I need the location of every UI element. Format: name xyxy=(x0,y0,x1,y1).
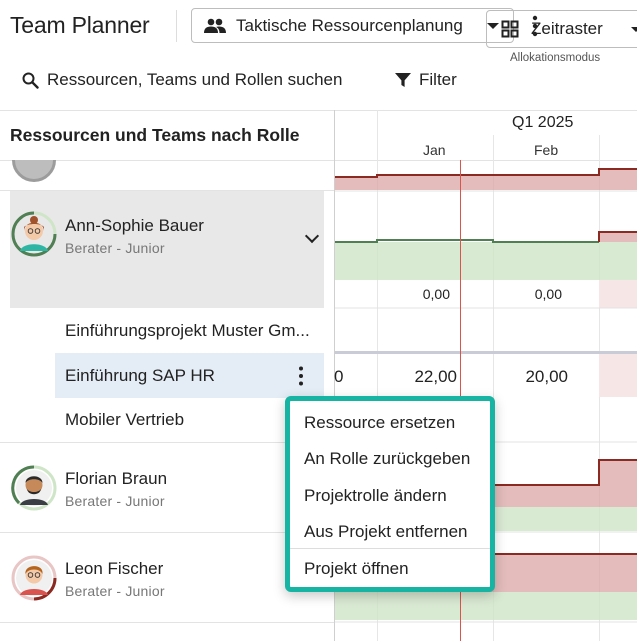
allocation-cell[interactable]: 20,00 xyxy=(525,367,568,386)
top-bar: Team Planner Taktische Ressourcenplanung xyxy=(0,0,637,52)
month-label-jan: Jan xyxy=(423,142,446,158)
over-allocation-area xyxy=(377,175,493,190)
app-title: Team Planner xyxy=(10,12,150,38)
over-allocation-area xyxy=(599,460,637,507)
resource-role: Berater - Junior xyxy=(65,240,165,256)
allocation-cell[interactable]: 22,00 xyxy=(414,367,457,386)
filter-icon xyxy=(395,73,411,87)
total-cell: 0,00 xyxy=(534,286,562,302)
search-button[interactable]: Ressourcen, Teams und Rollen suchen xyxy=(22,70,342,90)
project-name[interactable]: Einführung SAP HR xyxy=(65,366,215,385)
resource-name: Ann-Sophie Bauer xyxy=(65,216,204,235)
resource-role: Berater - Junior xyxy=(65,583,165,599)
month-label-feb: Feb xyxy=(534,142,559,158)
project-name[interactable]: Einführungsprojekt Muster Gm... xyxy=(65,321,310,340)
weekend-cell xyxy=(599,280,637,308)
total-cell: 0,00 xyxy=(422,286,450,302)
resource-name: Leon Fischer xyxy=(65,559,164,578)
context-menu: Ressource ersetzen An Rolle zurückgeben … xyxy=(285,396,495,592)
allocation-mode-value: Zeitraster xyxy=(531,19,603,38)
over-allocation-area xyxy=(335,177,377,190)
allocation-cell[interactable]: 0 xyxy=(334,367,344,386)
divider xyxy=(0,190,334,191)
weekend-cell xyxy=(599,354,637,397)
resource-row-selected[interactable] xyxy=(10,191,324,308)
allocation-mode-select[interactable]: Zeitraster xyxy=(486,10,637,48)
avatar xyxy=(11,211,57,257)
search-icon xyxy=(22,72,39,89)
search-label: Ressourcen, Teams und Rollen suchen xyxy=(47,70,343,89)
left-panel-header: Ressourcen und Teams nach Rolle xyxy=(10,125,300,145)
avatar xyxy=(11,465,57,511)
capacity-line xyxy=(335,239,599,243)
resource-role: Berater - Junior xyxy=(65,493,165,509)
project-row-separator xyxy=(335,351,637,354)
divider xyxy=(0,110,637,111)
under-allocation-area xyxy=(335,592,637,620)
plan-selector-value: Taktische Ressourcenplanung xyxy=(236,15,463,35)
filter-label: Filter xyxy=(419,70,457,89)
over-allocation-area xyxy=(599,232,637,242)
more-vert-icon[interactable] xyxy=(528,14,542,38)
grid-view-icon xyxy=(501,20,519,38)
divider xyxy=(176,10,177,42)
project-row-active[interactable] xyxy=(55,353,324,398)
grid-line xyxy=(377,110,378,641)
menu-item-remove-from-project[interactable]: Aus Projekt entfernen xyxy=(304,522,468,541)
menu-item-open-project[interactable]: Projekt öffnen xyxy=(304,559,409,578)
menu-item-return-to-role[interactable]: An Rolle zurückgeben xyxy=(304,449,471,468)
resource-name: Florian Braun xyxy=(65,469,168,488)
divider xyxy=(0,622,334,623)
filter-button[interactable]: Filter xyxy=(395,70,457,90)
capacity-line xyxy=(598,231,637,242)
panel-divider[interactable] xyxy=(334,110,335,641)
quarter-label: Q1 2025 xyxy=(512,114,574,131)
caret-down-icon xyxy=(631,27,637,32)
over-allocation-area xyxy=(493,175,599,190)
plan-selector[interactable]: Taktische Ressourcenplanung xyxy=(191,8,514,43)
menu-item-replace-resource[interactable]: Ressource ersetzen xyxy=(304,413,456,432)
allocation-mode-legend: Allokationsmodus xyxy=(506,52,605,64)
capacity-line xyxy=(335,168,637,178)
menu-item-change-project-role[interactable]: Projektrolle ändern xyxy=(304,486,447,505)
avatar xyxy=(11,555,57,601)
project-name[interactable]: Mobiler Vertrieb xyxy=(65,410,185,429)
divider xyxy=(0,442,334,443)
divider xyxy=(0,532,334,533)
menu-divider xyxy=(290,548,490,549)
over-allocation-area xyxy=(599,169,637,190)
under-allocation-area xyxy=(335,242,637,280)
grid-line xyxy=(493,135,494,641)
divider xyxy=(0,160,637,161)
toolbar: Ressourcen, Teams und Rollen suchen Filt… xyxy=(0,52,637,110)
people-icon xyxy=(204,18,226,33)
caret-down-icon xyxy=(487,23,499,29)
more-vert-icon[interactable] xyxy=(296,365,306,387)
